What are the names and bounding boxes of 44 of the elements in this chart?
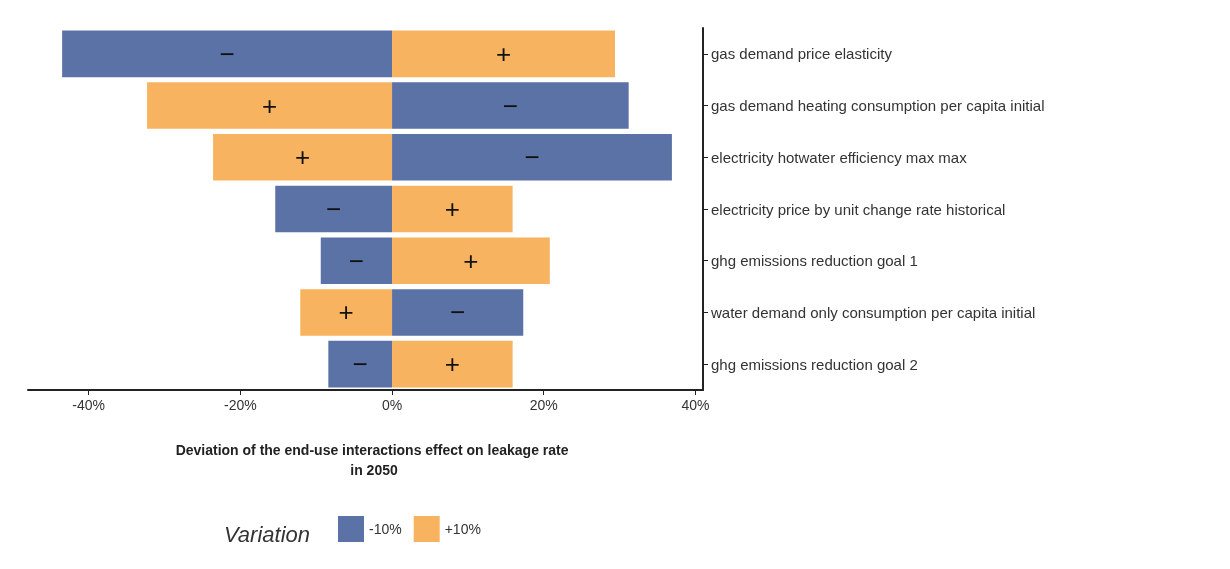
y-tick-label: water demand only consumption per capita initial — [710, 303, 1036, 321]
y-tick-label: electricity price by unit change rate historical — [711, 200, 1006, 218]
data-label: − — [326, 194, 342, 224]
bar — [62, 30, 393, 78]
bar — [328, 340, 393, 388]
data-label: + — [338, 297, 354, 328]
data-label: + — [463, 245, 479, 276]
data-label: + — [261, 90, 278, 121]
bar — [147, 82, 393, 129]
y-tick-label: gas demand price elasticity — [711, 45, 893, 63]
data-label: + — [444, 194, 460, 224]
y-tick-label: electricity hotwater efficiency max max — [711, 148, 968, 166]
data-label: − — [524, 142, 540, 173]
legend-label: -10% — [369, 521, 402, 537]
x-tick-label: -20% — [224, 397, 257, 413]
bar — [392, 237, 550, 284]
data-label: + — [444, 349, 460, 380]
bar — [300, 289, 393, 336]
bar — [392, 289, 524, 336]
bar — [392, 30, 616, 78]
data-label: − — [348, 245, 364, 276]
data-label: − — [352, 349, 368, 380]
bar — [392, 340, 513, 388]
x-tick-label: 40% — [681, 397, 710, 413]
data-label: − — [450, 297, 466, 328]
y-tick-label: ghg emissions reduction goal 2 — [711, 355, 918, 373]
legend-title: Variation — [223, 521, 310, 547]
bar — [275, 185, 393, 233]
x-axis-title: Deviation of the end-use interactions effect on leakage rate in 2050 — [175, 442, 573, 478]
data-label: + — [495, 38, 512, 69]
x-tick-label: 0% — [381, 397, 403, 413]
data-label: + — [294, 142, 311, 173]
bar — [392, 185, 513, 233]
data-label: − — [219, 38, 235, 69]
y-tick-label: gas demand heating consumption per capita initial — [711, 97, 1045, 115]
bar — [392, 134, 672, 181]
bar — [392, 82, 629, 129]
data-label: − — [502, 90, 518, 121]
x-tick-label: 20% — [529, 397, 558, 413]
x-tick-label: -40% — [72, 397, 106, 413]
legend-label: +10% — [444, 521, 481, 537]
bar — [213, 134, 393, 181]
y-tick-label: ghg emissions reduction goal 1 — [711, 252, 918, 270]
bar — [320, 237, 393, 284]
